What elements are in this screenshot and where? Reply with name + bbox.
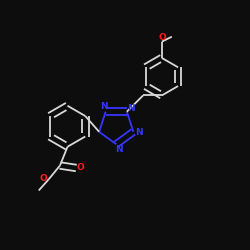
Text: N: N	[135, 128, 143, 137]
Text: O: O	[158, 34, 166, 42]
Text: O: O	[77, 163, 85, 172]
Text: N: N	[128, 104, 135, 114]
Text: N: N	[100, 102, 108, 111]
Text: O: O	[40, 174, 48, 183]
Text: N: N	[115, 145, 123, 154]
